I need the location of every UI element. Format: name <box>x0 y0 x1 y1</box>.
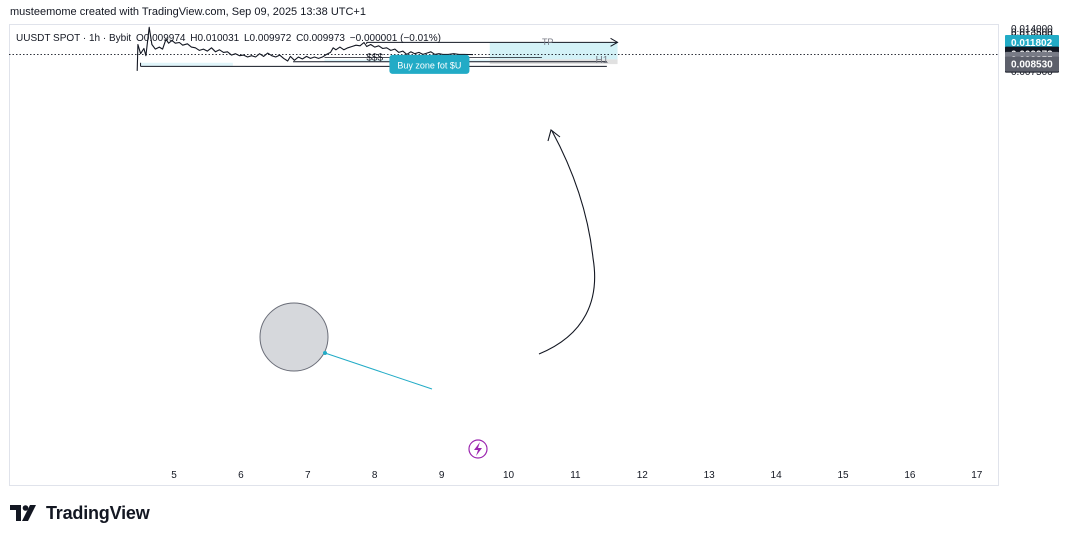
x-tick-label: 11 <box>570 470 581 481</box>
symbol-label[interactable]: UUSDT SPOT · 1h · Bybit <box>16 33 132 44</box>
target-zone <box>489 42 618 60</box>
high-value: H0.010031 <box>190 33 240 44</box>
x-tick-label: 5 <box>171 470 177 481</box>
x-tick-label: 14 <box>771 470 783 481</box>
x-tick-label: 15 <box>837 470 849 481</box>
close-value: C0.009973 <box>296 33 345 44</box>
brand-name: TradingView <box>46 502 150 523</box>
annotation-label-tp: TP <box>542 37 554 47</box>
buy-zone-callout-text: Buy zone fot $U <box>397 60 461 70</box>
x-tick-label: 12 <box>637 470 649 481</box>
price-label-box <box>1005 35 1059 51</box>
price-label: 0.008530 <box>1011 60 1053 71</box>
buy-zone-circle <box>259 302 329 372</box>
x-tick-label: 6 <box>238 470 244 481</box>
low-value: L0.009972 <box>244 33 292 44</box>
tradingview-logo[interactable]: TradingView <box>10 502 150 524</box>
x-tick-label: 13 <box>704 470 716 481</box>
x-tick-label: 10 <box>503 470 515 481</box>
projection-arrow <box>538 130 596 355</box>
x-tick-label: 7 <box>305 470 311 481</box>
projection-arrowhead <box>547 129 561 142</box>
ohlc-legend: UUSDT SPOT · 1h · Bybit O0.009974 H0.010… <box>16 33 443 44</box>
annotation-label-h1: H1 <box>595 55 608 66</box>
tp-arrowhead <box>610 37 619 47</box>
chart-frame <box>9 24 999 486</box>
price-series <box>136 26 474 71</box>
callout-connector <box>324 352 433 390</box>
open-value: O0.009974 <box>136 33 186 44</box>
y-tick-label: 0.014000 <box>1011 24 1053 35</box>
bolt-icon <box>474 442 482 456</box>
annotation-label-: $$$ <box>366 53 383 64</box>
tradingview-icon <box>10 505 36 521</box>
chart-credit: musteemome created with TradingView.com,… <box>10 6 366 18</box>
price-label: 0.011802 <box>1011 38 1053 49</box>
x-tick-label: 8 <box>372 470 378 481</box>
y-tick-label: 0.013500 <box>1011 27 1053 38</box>
price-label-box <box>1005 56 1059 72</box>
change-value: −0.000001 (−0.01%) <box>349 33 441 44</box>
buy-zone-callout[interactable] <box>389 54 470 74</box>
x-tick-label: 17 <box>971 470 983 481</box>
x-tick-label: 9 <box>439 470 445 481</box>
lower-demand-zone <box>140 62 233 67</box>
x-tick-label: 16 <box>904 470 916 481</box>
